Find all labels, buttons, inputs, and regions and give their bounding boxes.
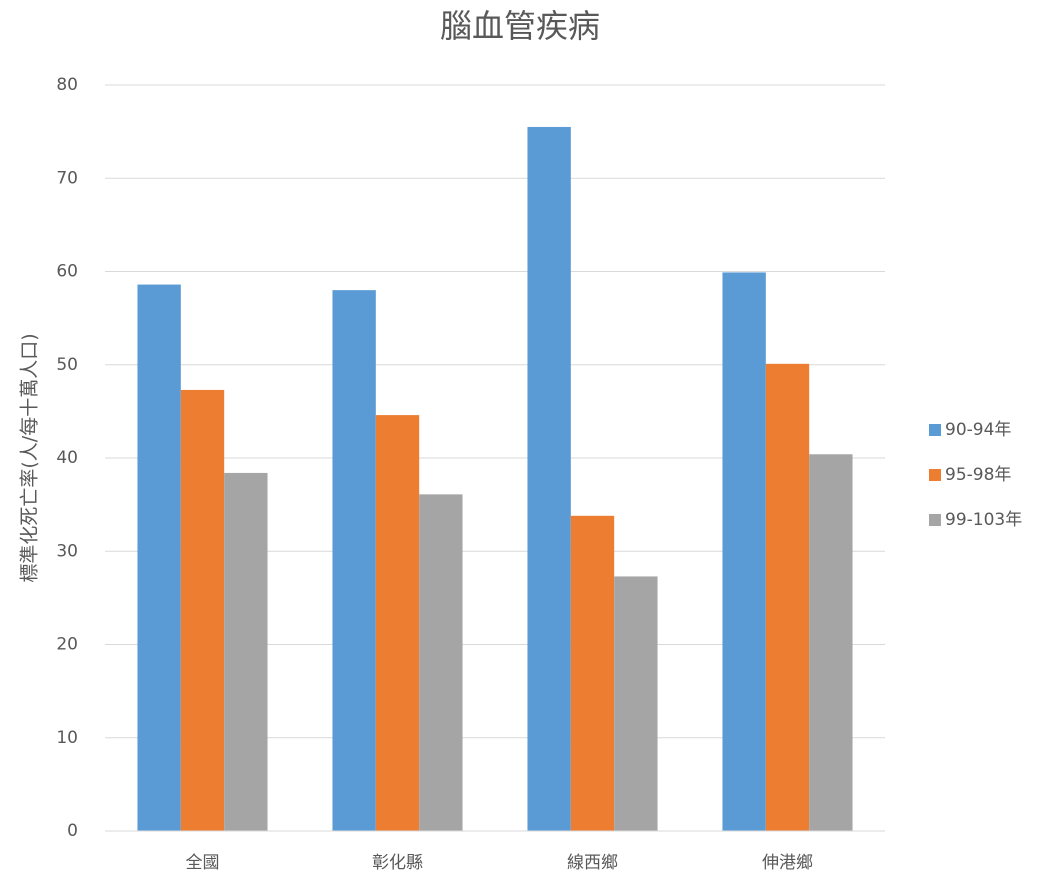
chart-title: 腦血管疾病	[440, 7, 600, 45]
legend-swatch	[929, 424, 941, 436]
legend-swatch	[929, 469, 941, 481]
bar	[809, 454, 853, 831]
legend-swatch	[929, 514, 941, 526]
bar	[527, 126, 571, 831]
bar	[765, 363, 810, 831]
bar	[419, 494, 463, 831]
y-tick-label: 0	[67, 821, 78, 841]
bar	[570, 515, 615, 831]
bar	[722, 272, 766, 831]
x-tick-label: 全國	[186, 853, 220, 873]
x-tick-label: 伸港鄉	[762, 853, 813, 873]
y-tick-label: 80	[56, 75, 78, 95]
y-tick-label: 70	[56, 168, 78, 188]
y-tick-label: 30	[56, 541, 78, 561]
bar	[137, 284, 181, 831]
y-tick-label: 50	[56, 355, 78, 375]
x-tick-label: 線西鄉	[567, 853, 618, 873]
y-tick-label: 20	[56, 635, 78, 655]
legend-label: 95-98年	[945, 465, 1011, 485]
bar	[224, 472, 268, 831]
y-tick-label: 60	[56, 262, 78, 282]
bar	[332, 290, 376, 831]
y-tick-label: 40	[56, 448, 78, 468]
y-tick-label: 10	[56, 728, 78, 748]
bar	[614, 576, 658, 831]
bar	[180, 389, 225, 831]
y-axis-title: 標準化死亡率(人/每十萬人口)	[19, 333, 41, 582]
x-tick-label: 彰化縣	[372, 853, 423, 873]
bar	[375, 415, 420, 831]
legend-label: 90-94年	[945, 420, 1011, 440]
legend-label: 99-103年	[945, 510, 1022, 530]
